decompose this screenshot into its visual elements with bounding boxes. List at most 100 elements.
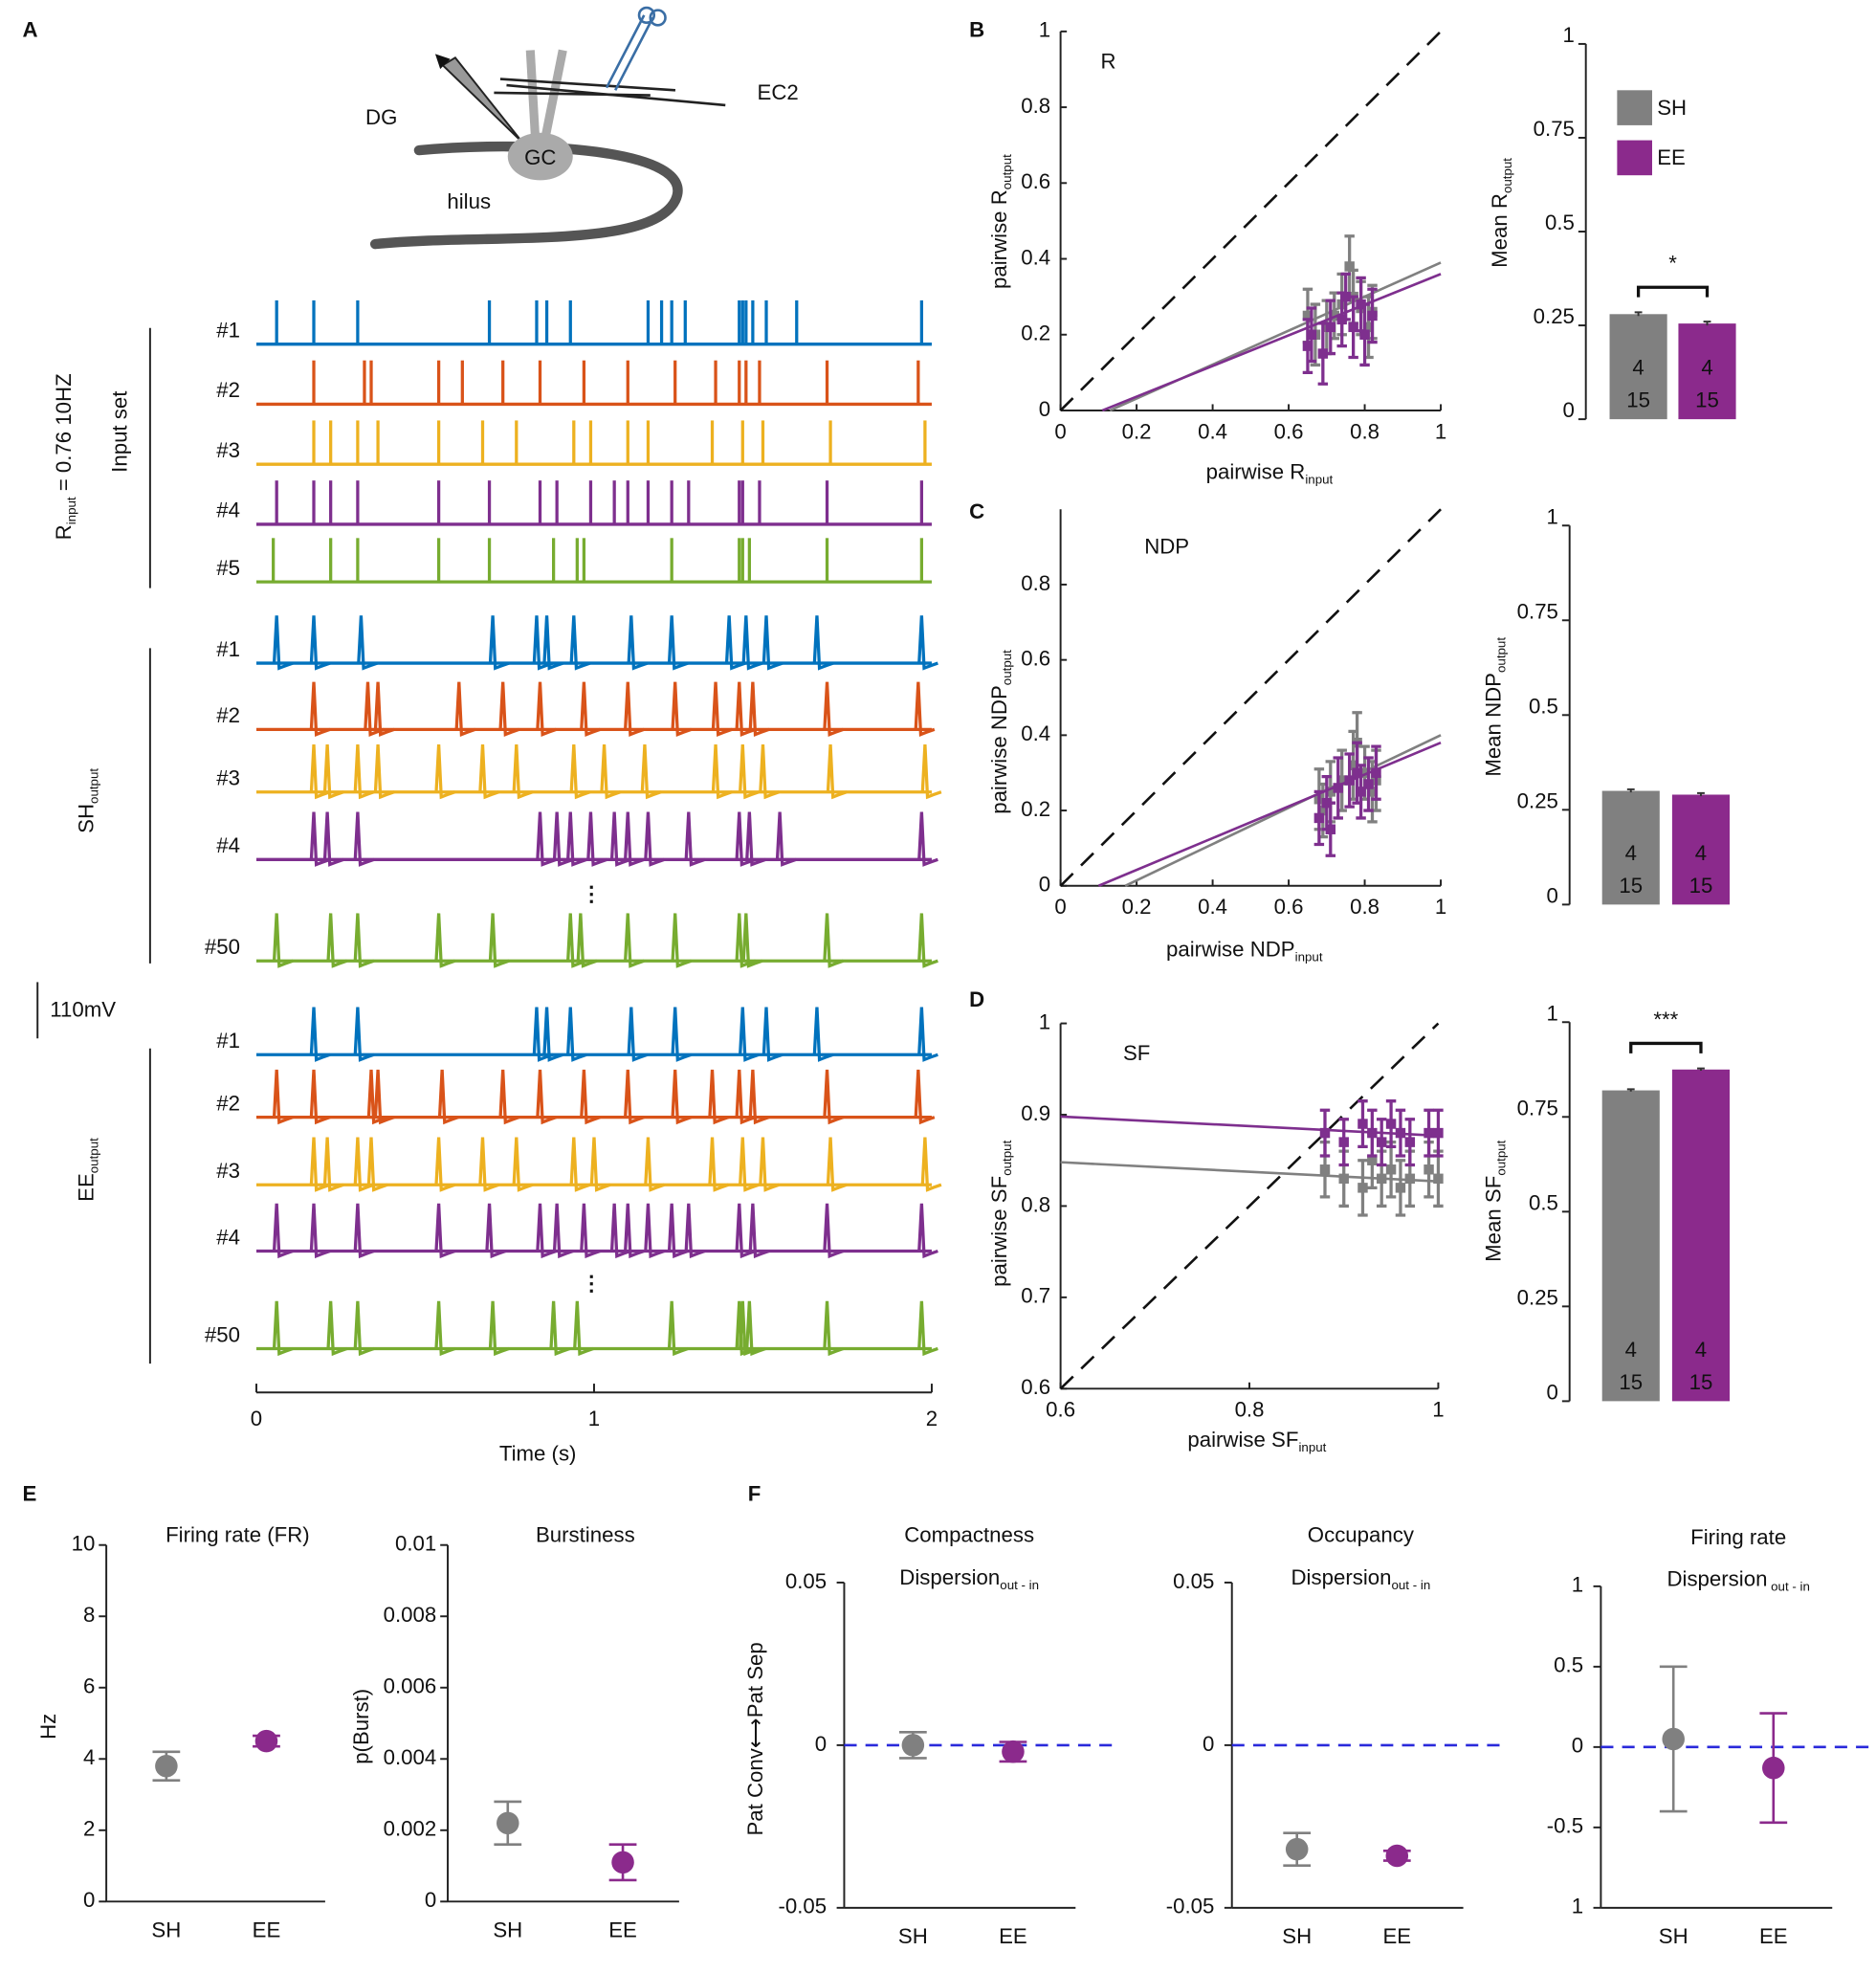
spike [566,913,587,968]
spike [812,615,834,671]
chart-title: Occupancy [1308,1522,1415,1546]
panel-label: B [969,18,984,42]
subscript: out - in [1767,1579,1809,1593]
y-tick-label: 0.6 [1021,647,1050,671]
label-part: pairwise NDP [987,685,1011,814]
spike [823,681,845,737]
spike [739,1007,760,1062]
spike [739,1137,760,1192]
fiber [494,91,651,97]
subscript: out - in [1000,1578,1039,1592]
y-tick-label: 0.004 [384,1745,437,1769]
y-tick-label: 1 [1563,23,1575,47]
point [1395,1183,1406,1193]
point [1433,1173,1444,1185]
point [1340,291,1351,302]
y-tick-label: 0 [1203,1732,1214,1756]
error-bar [1697,791,1705,797]
point [1002,1740,1025,1763]
group-title: SHoutput [74,768,100,833]
point [1371,767,1381,778]
chart-subtitle: Dispersionout - in [1291,1565,1431,1592]
n-label: 4 [1625,841,1637,865]
y-tick-label: 0.5 [1554,1653,1583,1677]
spike [353,1007,375,1062]
spike [434,743,456,800]
subscript: out - in [1391,1578,1430,1592]
point [1319,1127,1331,1139]
chart-title: NDP [1144,535,1189,559]
point [1317,805,1329,816]
x-tick-label: 1 [1435,895,1446,919]
scale-bar-label: 110mV [50,997,116,1021]
error-bar [1697,1067,1705,1071]
spike [272,615,294,671]
chart-title: Compactness [904,1522,1034,1546]
point [1376,1137,1387,1147]
spike [580,1069,601,1125]
spike [580,1203,601,1259]
spike [671,681,693,737]
spike [624,811,645,867]
y-tick-label: 0.8 [1021,1192,1050,1216]
spike [552,1203,574,1259]
trace-label: #1 [216,318,240,342]
spike [364,681,385,737]
x-tick-label: 0.6 [1046,1398,1075,1422]
spike [724,615,746,671]
subscript: output [87,1138,101,1173]
label-part: Dispersion [1291,1565,1392,1589]
y-tick-label: 0.5 [1529,694,1558,718]
significance-bracket [1636,285,1710,298]
point [1344,261,1355,272]
label-part: pairwise R [1206,459,1306,483]
spike [748,1069,770,1125]
subscript: input [1295,950,1323,964]
label-part: R [52,524,76,540]
panel-label: F [748,1481,761,1505]
y-tick-label: 0.5 [1529,1190,1558,1214]
point [1333,783,1343,793]
spike [823,1203,845,1259]
n-label: 15 [1689,874,1713,898]
spike [917,1203,938,1259]
error-bar [1626,787,1635,793]
bar [1671,1069,1731,1402]
x-tick-label: 1 [588,1407,600,1430]
y-tick-label: 0.008 [384,1603,437,1627]
label-part: Dispersion [899,1565,1000,1589]
n-label: 4 [1632,356,1644,380]
point [1302,310,1313,321]
y-axis-label: Mean SFoutput [1481,1140,1508,1262]
spike [917,913,938,968]
point [1357,1183,1368,1193]
spike [735,913,757,968]
spike [322,743,344,800]
point [1302,341,1313,351]
x-tick-label: EE [253,1918,281,1942]
error-bar [1634,311,1643,317]
stim-coil [649,9,667,27]
significance-bracket [1629,1041,1703,1053]
fit-line [1097,742,1442,887]
point [1363,321,1374,333]
subscript: input [64,497,78,524]
point [1662,1727,1685,1751]
y-tick-label: 0.75 [1517,1096,1558,1120]
spike [542,615,564,671]
spike [536,811,558,867]
x-tick-label: 0.4 [1198,419,1227,443]
point [1325,321,1336,333]
y-tick-label: 0.2 [1021,321,1050,345]
spike [532,615,554,671]
label-part: = 0.76 10HZ [52,373,76,497]
cell-label: GC [524,145,556,169]
n-label: 4 [1695,841,1707,865]
spike [566,811,587,867]
electrode [441,56,524,144]
y-tick-label: 0.75 [1517,599,1558,623]
point [1285,1837,1309,1861]
y-axis-label: Mean Routput [1488,158,1514,268]
point [1325,787,1336,797]
